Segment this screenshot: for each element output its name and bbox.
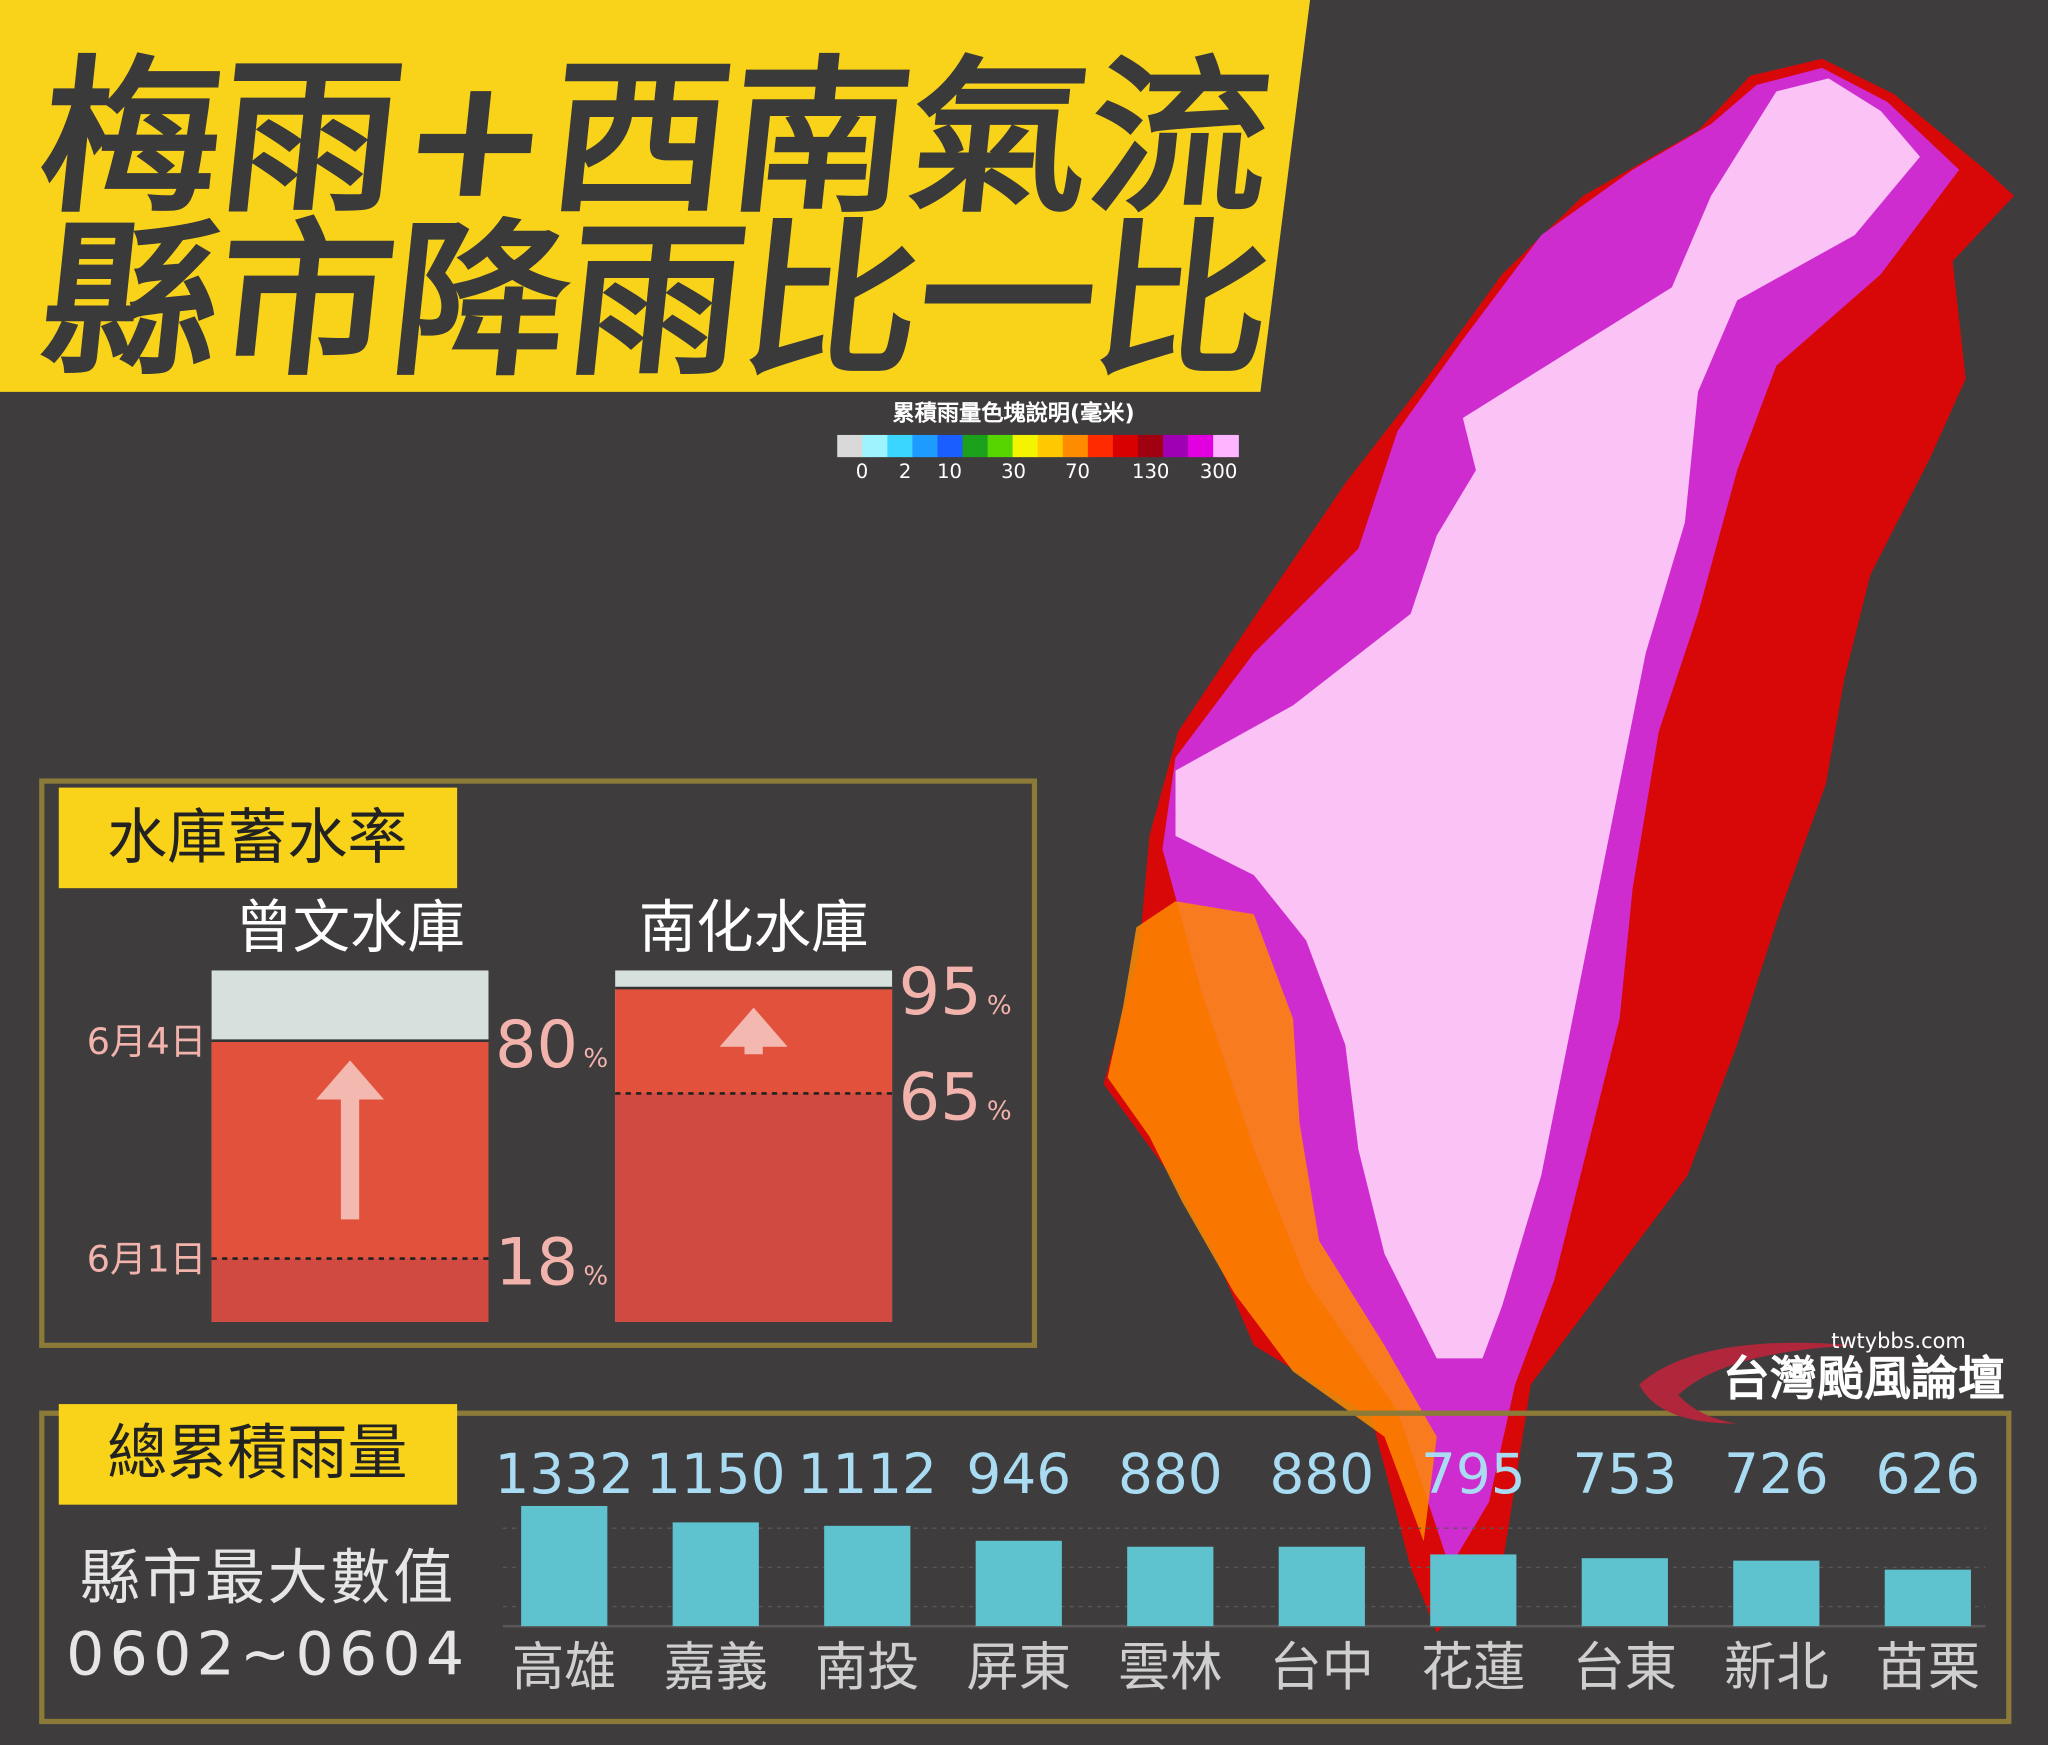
legend-swatch bbox=[1137, 434, 1164, 458]
bar bbox=[521, 1505, 608, 1627]
category-label: 苗栗 bbox=[1876, 1638, 1980, 1698]
map-inner bbox=[1175, 78, 1920, 1359]
category-label: 花蓮 bbox=[1421, 1638, 1525, 1698]
title-line: 縣市降雨比一比 bbox=[33, 204, 1281, 399]
reservoir-name: 曾文水庫 bbox=[235, 894, 465, 961]
value-label: 1112 bbox=[797, 1442, 937, 1506]
legend-swatch bbox=[1112, 434, 1139, 458]
percent-value: 95 bbox=[899, 954, 982, 1030]
category-label: 雲林 bbox=[1118, 1638, 1222, 1698]
percent-value: 80 bbox=[495, 1007, 578, 1083]
legend-swatch bbox=[1062, 434, 1089, 458]
reservoir-before bbox=[615, 1093, 893, 1322]
reservoir-name: 南化水庫 bbox=[639, 894, 869, 961]
rain-title-box bbox=[58, 1404, 458, 1505]
legend-swatch bbox=[1163, 434, 1189, 458]
bar bbox=[1278, 1546, 1365, 1627]
legend-label: 0 bbox=[856, 460, 868, 483]
value-label: 795 bbox=[1421, 1442, 1526, 1506]
percent-unit: % bbox=[987, 991, 1012, 1021]
legend-swatch bbox=[837, 434, 863, 458]
map-south-west bbox=[1107, 901, 1437, 1542]
value-label: 1332 bbox=[494, 1442, 634, 1506]
watermark-name: 台灣颱風論壇 bbox=[1723, 1352, 2005, 1407]
percent-label: 95% bbox=[899, 954, 1012, 1030]
bar bbox=[1733, 1560, 1820, 1627]
title-line: 梅雨+西南氣流 bbox=[31, 40, 1279, 235]
watermark-site: twtybbs.com bbox=[1831, 1329, 1965, 1353]
legend-swatch bbox=[1087, 434, 1114, 458]
percent-label: 65% bbox=[899, 1060, 1012, 1136]
legend-swatch bbox=[1213, 434, 1239, 458]
bar bbox=[1127, 1546, 1214, 1627]
percent-label: 80% bbox=[495, 1007, 608, 1083]
date-label: 6月4日 bbox=[87, 1020, 207, 1063]
legend-swatch bbox=[1188, 434, 1214, 458]
legend-swatch bbox=[912, 434, 939, 458]
legend-swatch bbox=[962, 434, 989, 458]
legend-swatch bbox=[1037, 434, 1064, 458]
percent-unit: % bbox=[583, 1262, 608, 1292]
category-label: 南投 bbox=[815, 1638, 919, 1698]
percent-unit: % bbox=[583, 1044, 608, 1074]
value-label: 946 bbox=[966, 1442, 1071, 1506]
legend-label: 10 bbox=[937, 460, 962, 483]
value-label: 726 bbox=[1724, 1442, 1829, 1506]
percent-value: 65 bbox=[899, 1060, 982, 1136]
reservoir-title: 水庫蓄水率 bbox=[107, 803, 407, 873]
category-label: 新北 bbox=[1724, 1638, 1828, 1698]
chart-subtitle: 0602~0604 bbox=[66, 1619, 469, 1689]
rise-arrow bbox=[316, 1060, 384, 1220]
legend-swatch bbox=[1012, 434, 1039, 458]
chart-subtitle: 縣市最大數值 bbox=[80, 1544, 456, 1614]
percent-value: 18 bbox=[495, 1225, 578, 1301]
legend-swatch bbox=[862, 434, 888, 458]
category-label: 台東 bbox=[1573, 1638, 1677, 1698]
legend-swatch bbox=[937, 434, 964, 458]
bar bbox=[975, 1540, 1062, 1627]
legend-label: 300 bbox=[1200, 460, 1237, 483]
category-label: 台中 bbox=[1270, 1638, 1374, 1698]
percent-unit: % bbox=[987, 1097, 1012, 1127]
taiwan-map bbox=[1103, 58, 2015, 1633]
bar bbox=[824, 1525, 911, 1627]
watermark-swoosh bbox=[1639, 1342, 1855, 1424]
value-label: 753 bbox=[1572, 1442, 1677, 1506]
value-label: 1150 bbox=[646, 1442, 786, 1506]
legend-swatch bbox=[987, 434, 1014, 458]
legend-swatch bbox=[887, 434, 914, 458]
value-label: 626 bbox=[1875, 1442, 1980, 1506]
bar bbox=[672, 1522, 759, 1627]
reservoir-title-box bbox=[58, 787, 458, 889]
value-label: 880 bbox=[1269, 1442, 1374, 1506]
date-label: 6月1日 bbox=[87, 1238, 207, 1281]
legend-label: 2 bbox=[899, 460, 911, 483]
category-label: 高雄 bbox=[512, 1638, 616, 1698]
category-label: 嘉義 bbox=[664, 1638, 768, 1698]
category-label: 屏東 bbox=[967, 1638, 1071, 1698]
percent-label: 18% bbox=[495, 1225, 608, 1301]
legend-label: 70 bbox=[1065, 460, 1090, 483]
rain-panel bbox=[39, 1410, 2012, 1725]
rise-arrow bbox=[719, 1007, 788, 1055]
legend-label: 130 bbox=[1132, 460, 1169, 483]
bar bbox=[1430, 1554, 1517, 1627]
legend-label: 30 bbox=[1001, 460, 1026, 483]
chart-title: 總累積雨量 bbox=[107, 1418, 407, 1488]
value-label: 880 bbox=[1118, 1442, 1223, 1506]
bar bbox=[1581, 1558, 1668, 1627]
title-panel bbox=[0, 0, 1311, 392]
legend-title: 累積雨量色塊說明(毫米) bbox=[892, 400, 1134, 427]
reservoir-before bbox=[211, 1258, 489, 1322]
bar bbox=[1884, 1569, 1971, 1627]
reservoir-panel bbox=[39, 778, 1038, 1348]
